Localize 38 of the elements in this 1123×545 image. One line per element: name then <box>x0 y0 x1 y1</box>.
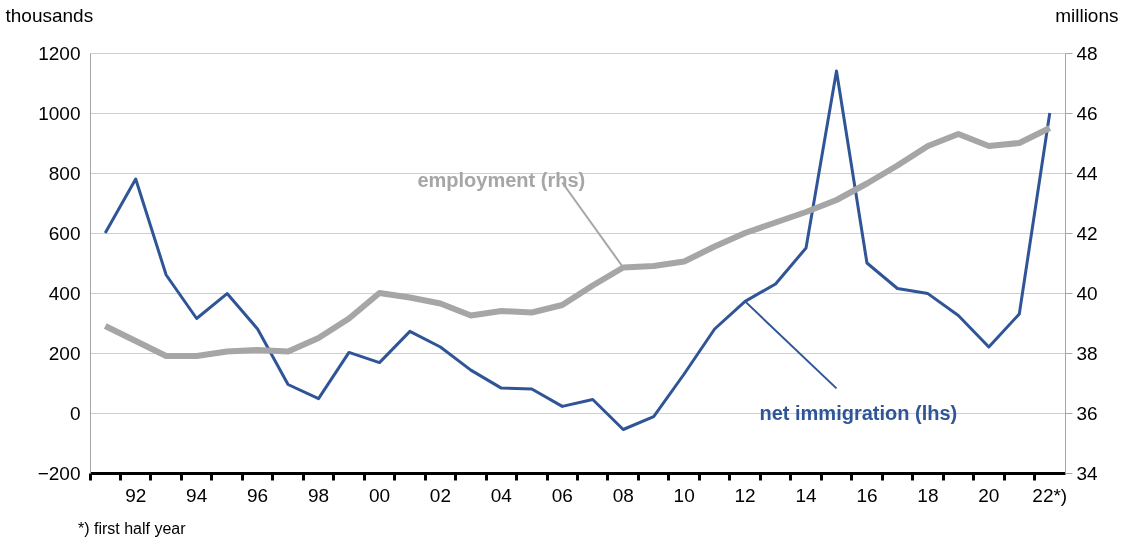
y2-tick-label: 40 <box>1076 282 1098 304</box>
y-tick-label: 1000 <box>38 102 81 124</box>
x-tick-label: 06 <box>551 484 573 506</box>
x-tick-label: 16 <box>856 484 878 506</box>
y2-tick-label: 42 <box>1076 222 1098 244</box>
y2-tick-label: 48 <box>1076 42 1098 64</box>
y-tick-label: 600 <box>48 222 81 244</box>
y2-tick-label: 34 <box>1076 462 1099 484</box>
x-tick-label: 96 <box>247 484 269 506</box>
y-tick-label: 400 <box>48 282 81 304</box>
x-tick-label: 94 <box>186 484 208 506</box>
x-tick-label: 18 <box>917 484 939 506</box>
y-tick-label: 800 <box>48 162 81 184</box>
x-tick-label: 02 <box>429 484 451 506</box>
x-tick-label: 20 <box>978 484 1000 506</box>
text: employment (rhs) <box>417 169 586 191</box>
y2-tick-label: 44 <box>1076 162 1099 184</box>
x-tick-label: 08 <box>612 484 634 506</box>
y-tick-label: 1200 <box>38 42 81 64</box>
y-tick-label: 0 <box>69 402 81 424</box>
x-tick-label: 12 <box>734 484 756 506</box>
x-tick-label: 00 <box>368 484 391 506</box>
text: net immigration (lhs) <box>759 401 958 424</box>
y2-tick-label: 38 <box>1076 342 1098 364</box>
text: *) first half year <box>78 520 187 537</box>
y2-tick-label: 46 <box>1076 102 1098 124</box>
x-tick-label: 92 <box>125 484 147 506</box>
x-tick-label: 98 <box>307 484 330 506</box>
x-tick-label: 04 <box>490 484 513 506</box>
y2-tick-label: 36 <box>1076 402 1098 424</box>
y-tick-label: −200 <box>37 462 81 484</box>
y-axis-title: thousands <box>5 4 94 26</box>
y2-axis-title: millions <box>1055 4 1119 26</box>
x-tick-label: 22*) <box>1032 484 1068 506</box>
line-series <box>103 69 1052 431</box>
x-tick-label: 10 <box>673 484 695 506</box>
y-tick-label: 200 <box>48 342 81 364</box>
x-tick-label: 14 <box>795 484 818 506</box>
